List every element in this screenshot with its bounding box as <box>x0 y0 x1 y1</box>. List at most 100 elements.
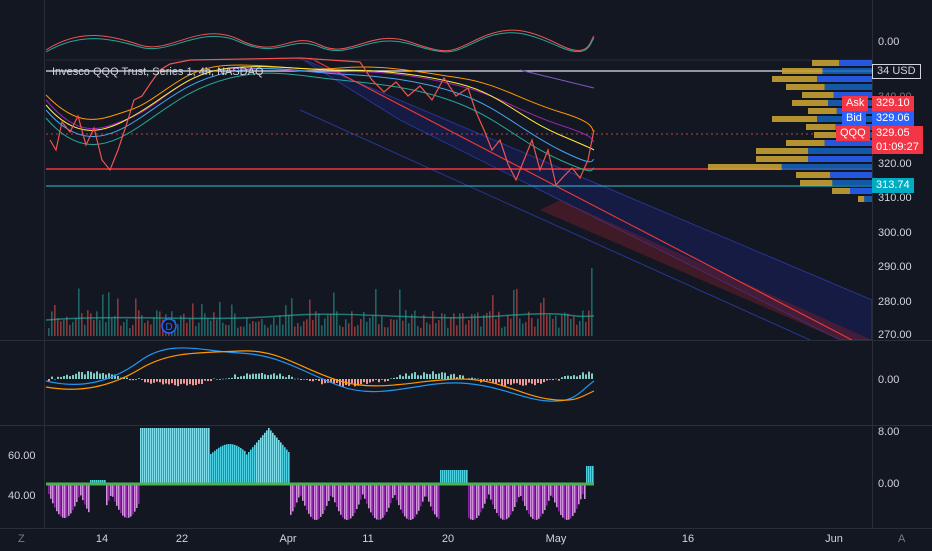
oscillator-histogram-bar <box>78 484 80 498</box>
time-label-11: 11 <box>362 533 374 545</box>
oscillator-histogram-bar <box>538 484 540 519</box>
macd-histogram-bar <box>543 379 545 383</box>
auto-scale-icon[interactable]: A <box>898 533 906 545</box>
oscillator-histogram-bar <box>394 484 396 496</box>
volume-bar <box>99 320 101 336</box>
oscillator-histogram-bar <box>474 484 476 520</box>
volume-bar <box>363 311 365 336</box>
volume-bar <box>411 314 413 336</box>
volume-bar <box>102 294 104 336</box>
macd-histogram-bar <box>123 377 125 379</box>
oscillator-histogram-bar <box>264 432 266 484</box>
oscillator-histogram-bar <box>270 430 272 484</box>
time-axis[interactable]: Z 14 22 Apr 11 20 May 16 Jun A <box>0 528 932 551</box>
oscillator-histogram-bar <box>180 428 182 484</box>
zoom-icon[interactable]: Z <box>18 533 25 545</box>
volume-bar <box>447 327 449 336</box>
volume-bar <box>213 312 215 336</box>
time-label-may: May <box>545 533 567 545</box>
time-label-16: 16 <box>681 533 695 545</box>
volume-bar <box>507 315 509 336</box>
macd-histogram-bar <box>459 374 461 379</box>
oscillator-histogram-bar <box>106 484 108 506</box>
volume-bar <box>582 310 584 336</box>
volume-bar <box>183 313 185 336</box>
macd-histogram-bar <box>141 379 143 380</box>
volume-profile-row <box>839 60 872 66</box>
volume-bar <box>369 317 371 336</box>
volume-bar <box>63 319 65 336</box>
oscillator-histogram-bar <box>182 428 184 484</box>
macd-histogram-bar <box>468 378 470 379</box>
oscillator-pane[interactable] <box>0 426 872 528</box>
volume-bar <box>267 327 269 336</box>
macd-histogram-bar <box>432 371 434 379</box>
price-axis[interactable] <box>872 0 932 528</box>
oscillator-histogram-bar <box>402 484 404 514</box>
oscillator-histogram-bar <box>158 428 160 484</box>
volume-bar <box>105 322 107 336</box>
oscillator-histogram-bar <box>152 428 154 484</box>
oscillator-histogram-bar <box>504 484 506 520</box>
oscillator-histogram-bar <box>310 484 312 517</box>
oscillator-histogram-bar <box>240 448 242 484</box>
volume-bar <box>318 313 320 336</box>
volume-bar <box>426 322 428 336</box>
volume-bar <box>489 311 491 336</box>
oscillator-histogram-bar <box>294 484 296 508</box>
volume-bar <box>588 310 590 336</box>
macd-histogram-bar <box>210 379 212 382</box>
currency-tag[interactable]: 34 USD <box>872 64 921 79</box>
volume-bar <box>240 326 242 336</box>
oscillator-histogram-bar <box>72 484 74 511</box>
volume-bar <box>294 326 296 336</box>
volume-bar <box>153 317 155 336</box>
oscillator-histogram-bar <box>578 484 580 505</box>
oscillator-histogram-bar <box>88 484 90 513</box>
volume-bar <box>81 313 83 336</box>
oscillator-histogram-bar <box>144 428 146 484</box>
macd-histogram-bar <box>495 379 497 384</box>
volume-bar <box>261 318 263 336</box>
volume-bar <box>504 326 506 336</box>
macd-histogram-bar <box>342 379 344 387</box>
dividend-marker[interactable] <box>161 318 177 334</box>
oscillator-histogram-bar <box>406 484 408 519</box>
volume-bar <box>96 311 98 336</box>
volume-bar <box>90 313 92 336</box>
oscillator-histogram-bar <box>188 428 190 484</box>
volume-bar <box>192 303 194 336</box>
volume-bar <box>558 327 560 336</box>
macd-histogram-bar <box>186 379 188 386</box>
volume-bar <box>264 324 266 336</box>
oscillator-histogram-bar <box>338 484 340 512</box>
oscillator-histogram-bar <box>48 484 50 494</box>
oscillator-histogram-bar <box>454 470 456 484</box>
macd-histogram-bar <box>528 379 530 383</box>
macd-histogram-bar <box>429 374 431 379</box>
oscillator-histogram-bar <box>462 470 464 484</box>
volume-profile-row <box>864 196 872 202</box>
volume-bar <box>378 324 380 336</box>
oscillator-histogram-bar <box>308 484 310 514</box>
oscillator-histogram-bar <box>124 484 126 518</box>
oscillator-histogram-bar <box>396 484 398 501</box>
price-chart[interactable]: D <box>0 0 872 340</box>
oscillator-histogram-bar <box>82 484 84 501</box>
macd-histogram-bar <box>72 375 74 379</box>
volume-bar <box>258 321 260 336</box>
macd-histogram-bar <box>204 379 206 381</box>
oscillator-histogram-bar <box>376 484 378 520</box>
volume-profile-row <box>833 92 872 98</box>
oscillator-histogram-bar <box>194 428 196 484</box>
oscillator-histogram-bar <box>366 484 368 504</box>
oscillator-histogram-bar <box>560 484 562 515</box>
macd-histogram-bar <box>48 379 50 381</box>
macd-histogram-bar <box>159 379 161 383</box>
macd-histogram-bar <box>63 376 65 379</box>
macd-pane[interactable] <box>0 341 872 425</box>
macd-histogram-bar <box>315 379 317 380</box>
oscillator-histogram-bar <box>536 484 538 520</box>
volume-bar <box>291 298 293 336</box>
macd-histogram-bar <box>561 377 563 379</box>
